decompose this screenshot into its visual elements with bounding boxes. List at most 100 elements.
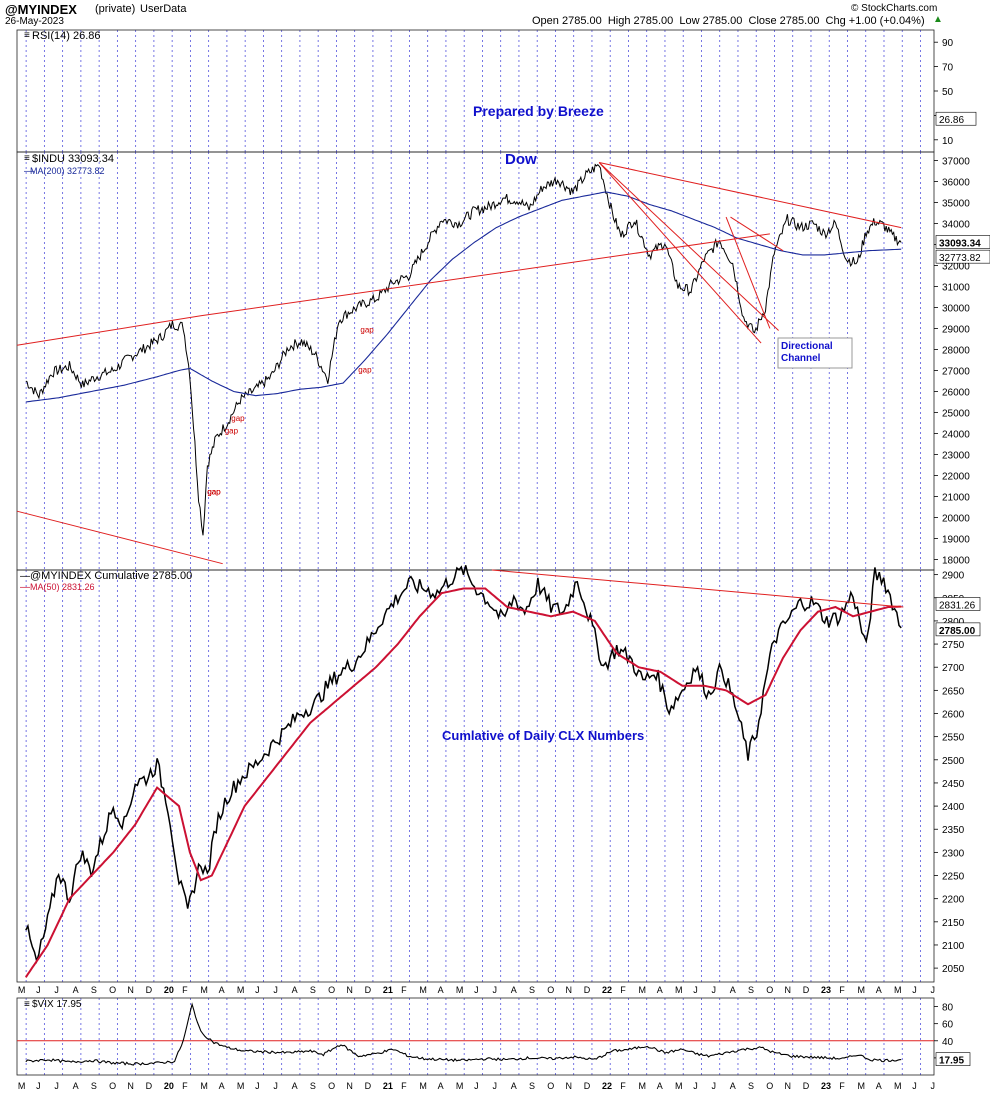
cum-ytick-label: 2300 <box>942 848 965 859</box>
dow-last-value-box <box>935 249 990 264</box>
dow-ytick-label: 19000 <box>942 534 970 545</box>
callout-line-1: Directional <box>781 341 833 352</box>
month-label-bottom: A <box>657 1081 663 1091</box>
month-label-top: J <box>273 985 278 995</box>
cum-ytick-label: 2600 <box>942 710 965 721</box>
rsi-legend: RSI(14) 26.86 <box>32 30 100 42</box>
vix-ytick-label: 60 <box>942 1020 954 1031</box>
month-label-top: J <box>693 985 698 995</box>
month-label-bottom: F <box>839 1081 845 1091</box>
month-label-bottom: M <box>675 1081 683 1091</box>
dow-trendline <box>730 216 784 252</box>
month-label-bottom: F <box>182 1081 188 1091</box>
month-label-top: F <box>620 985 626 995</box>
dow-last-value: 32773.82 <box>939 253 981 264</box>
month-label-bottom: M <box>894 1081 902 1091</box>
month-label-bottom: M <box>200 1081 208 1091</box>
rsi-last-value-box <box>935 111 977 126</box>
panel-frame-rsi <box>16 29 935 153</box>
cum-legend-icon: — <box>20 571 30 582</box>
dow-ytick-label: 24000 <box>942 429 970 440</box>
callout-box <box>777 337 853 369</box>
vix-legend-icon: ≡ <box>24 999 30 1010</box>
dow-last-value-box <box>935 235 990 249</box>
month-label-bottom: M <box>419 1081 427 1091</box>
month-label-bottom: M <box>18 1081 26 1091</box>
month-label-bottom: A <box>219 1081 225 1091</box>
month-label-bottom: S <box>310 1081 316 1091</box>
cum-line <box>25 565 902 964</box>
cum-legend-ma: MA(50) 2831.26 <box>30 582 95 592</box>
month-label-top: N <box>127 985 134 995</box>
rsi-annotation: Prepared by Breeze <box>473 103 604 119</box>
watermark: © StockCharts.com <box>851 3 938 14</box>
month-label-bottom: O <box>766 1081 773 1091</box>
gap-label: gap <box>231 414 245 423</box>
cum-annotation: Cumlative of Daily CLX Numbers <box>442 728 644 743</box>
month-label-bottom: J <box>36 1081 41 1091</box>
cum-ytick-label: 2350 <box>942 825 965 836</box>
dow-legend-price: $INDU 33093.34 <box>32 153 114 165</box>
month-label-top: 23 <box>821 985 831 995</box>
month-label-bottom: F <box>620 1081 626 1091</box>
month-label-bottom: 20 <box>164 1081 174 1091</box>
month-label-bottom: O <box>547 1081 554 1091</box>
month-label-bottom: J <box>693 1081 698 1091</box>
cum-last-value: 2831.26 <box>939 600 976 611</box>
cum-ytick-label: 2800 <box>942 617 965 628</box>
rsi-last-value: 26.86 <box>939 115 964 126</box>
cum-last-value-box <box>935 597 981 611</box>
dow-ytick-label: 20000 <box>942 513 970 524</box>
month-label-top: O <box>328 985 335 995</box>
dow-last-value: 33093.34 <box>939 238 981 249</box>
dow-legend-ma: MA(200) 32773.82 <box>30 166 105 176</box>
dow-ytick-label: 29000 <box>942 324 970 335</box>
dow-title: Dow <box>505 151 537 168</box>
gap-label: gap <box>360 326 374 335</box>
month-label-bottom: J <box>492 1081 497 1091</box>
month-label-top: M <box>857 985 865 995</box>
month-label-bottom: N <box>565 1081 572 1091</box>
rsi-ytick-label: 50 <box>942 87 954 98</box>
dow-ytick-label: 27000 <box>942 366 970 377</box>
month-label-bottom: 23 <box>821 1081 831 1091</box>
month-label-top: J <box>930 985 935 995</box>
month-label-top: J <box>255 985 260 995</box>
month-label-top: D <box>365 985 372 995</box>
callout-line-2: Channel <box>781 353 821 364</box>
cum-ytick-label: 2900 <box>942 571 965 582</box>
month-label-top: M <box>894 985 902 995</box>
dow-ma200-line <box>25 191 902 403</box>
month-label-bottom: S <box>529 1081 535 1091</box>
dow-ytick-label: 21000 <box>942 492 970 503</box>
dow-ytick-label: 26000 <box>942 387 970 398</box>
month-label-bottom: D <box>146 1081 153 1091</box>
rsi-ytick-label: 10 <box>942 136 954 147</box>
vix-last-value: 17.95 <box>939 1056 964 1067</box>
month-label-bottom: A <box>730 1081 736 1091</box>
dow-ytick-label: 35000 <box>942 198 970 209</box>
month-label-top: A <box>219 985 225 995</box>
dow-ytick-label: 32000 <box>942 261 970 272</box>
symbol-title: @MYINDEX <box>5 2 77 17</box>
vix-line <box>25 1002 902 1066</box>
dow-trendline <box>725 216 771 329</box>
month-label-top: O <box>547 985 554 995</box>
gao-label: gao <box>207 487 221 496</box>
month-label-bottom: D <box>365 1081 372 1091</box>
month-label-top: A <box>438 985 444 995</box>
month-label-bottom: S <box>91 1081 97 1091</box>
month-label-top: M <box>18 985 26 995</box>
month-label-top: M <box>675 985 683 995</box>
month-label-top: J <box>912 985 917 995</box>
month-label-bottom: 22 <box>602 1081 612 1091</box>
dow-ytick-label: 37000 <box>942 156 970 167</box>
private-tag: (private) <box>95 3 136 15</box>
month-label-top: A <box>657 985 663 995</box>
month-label-bottom: D <box>584 1081 591 1091</box>
cum-ytick-label: 2100 <box>942 941 965 952</box>
month-label-top: D <box>146 985 153 995</box>
gap-label: gap <box>225 426 239 435</box>
dow-ytick-label: 34000 <box>942 219 970 230</box>
